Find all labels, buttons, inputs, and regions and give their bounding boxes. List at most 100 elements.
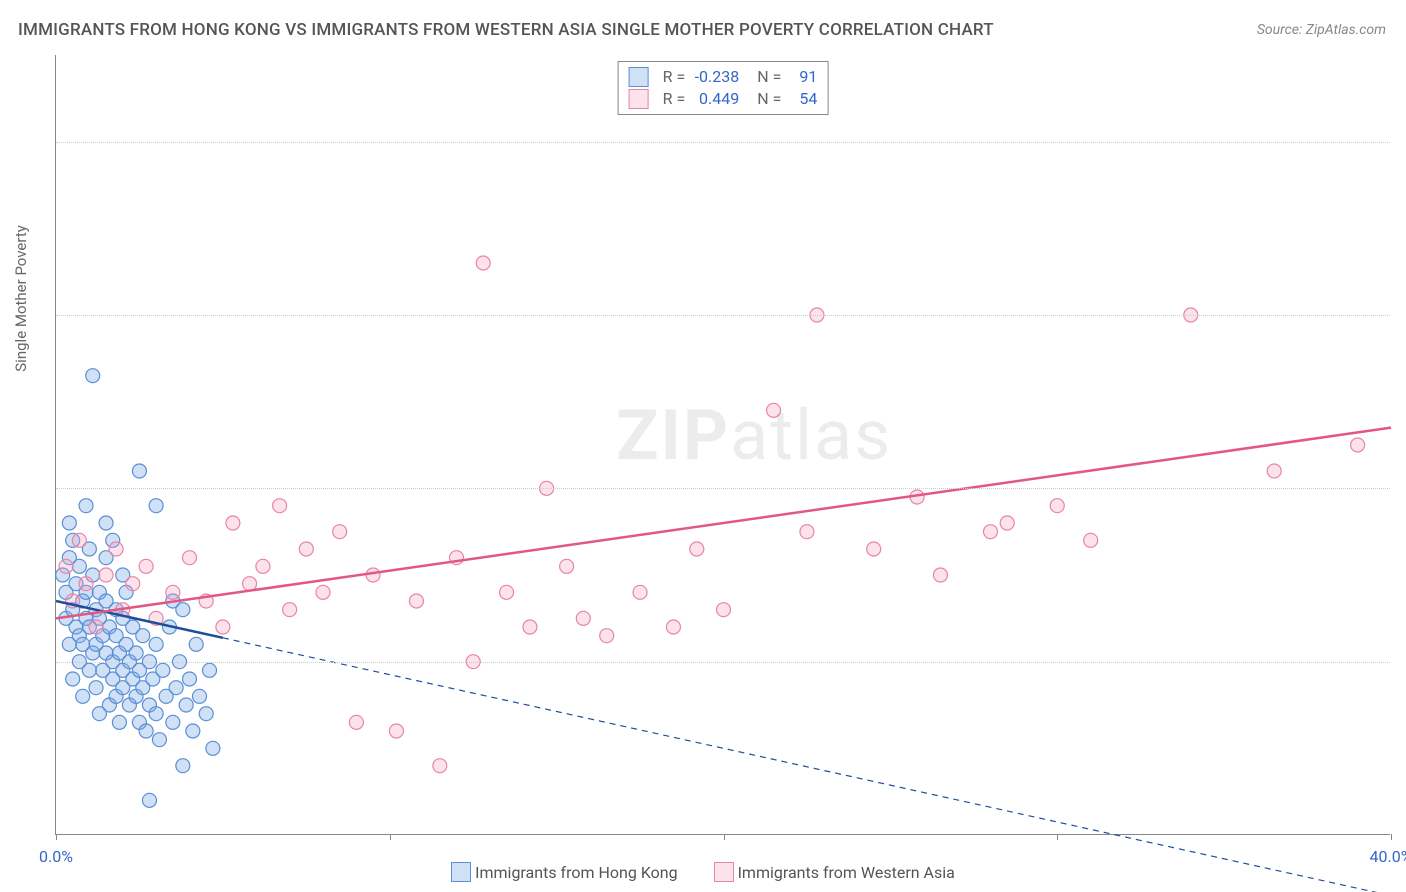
scatter-point <box>112 715 126 729</box>
scatter-point <box>176 603 190 617</box>
scatter-point <box>226 516 240 530</box>
legend-label: Immigrants from Western Asia <box>738 863 955 882</box>
scatter-point <box>600 629 614 643</box>
swatch-icon <box>629 67 649 87</box>
gridline-h <box>56 315 1390 316</box>
xtick <box>724 834 725 840</box>
n-value: 54 <box>787 88 817 110</box>
scatter-point <box>717 603 731 617</box>
scatter-point <box>72 533 86 547</box>
scatter-point <box>433 759 447 773</box>
scatter-point <box>243 577 257 591</box>
n-value: 91 <box>787 66 817 88</box>
legend-row-0: R = -0.238 N = 91 <box>629 66 818 88</box>
scatter-point <box>82 663 96 677</box>
scatter-point <box>186 724 200 738</box>
scatter-point <box>199 707 213 721</box>
scatter-point <box>283 603 297 617</box>
plot-svg <box>56 55 1391 835</box>
scatter-point <box>132 464 146 478</box>
ytick-label: 40.0% <box>1401 479 1406 498</box>
scatter-point <box>867 542 881 556</box>
swatch-icon <box>629 89 649 109</box>
gridline-h <box>56 662 1390 663</box>
gridline-h <box>56 142 1390 143</box>
series-legend: Immigrants from Hong Kong Immigrants fro… <box>0 862 1406 886</box>
scatter-point <box>156 663 170 677</box>
scatter-point <box>179 698 193 712</box>
scatter-point <box>176 759 190 773</box>
scatter-point <box>203 663 217 677</box>
scatter-point <box>62 516 76 530</box>
n-label: N = <box>757 66 781 88</box>
plot-area: R = -0.238 N = 91 R = 0.449 N = 54 ZIPat… <box>55 55 1390 835</box>
scatter-point <box>523 620 537 634</box>
r-value: -0.238 <box>691 66 739 88</box>
scatter-point <box>216 620 230 634</box>
scatter-point <box>129 646 143 660</box>
scatter-point <box>1050 499 1064 513</box>
scatter-point <box>633 585 647 599</box>
scatter-point <box>1351 438 1365 452</box>
scatter-point <box>139 724 153 738</box>
scatter-point <box>109 542 123 556</box>
scatter-point <box>149 637 163 651</box>
scatter-point <box>89 681 103 695</box>
scatter-point <box>189 637 203 651</box>
scatter-point <box>767 403 781 417</box>
chart-title: IMMIGRANTS FROM HONG KONG VS IMMIGRANTS … <box>18 20 994 40</box>
scatter-point <box>500 585 514 599</box>
scatter-point <box>666 620 680 634</box>
xtick <box>56 834 57 840</box>
scatter-point <box>166 715 180 729</box>
source-text: Source: ZipAtlas.com <box>1257 22 1386 38</box>
scatter-point <box>142 793 156 807</box>
scatter-point <box>152 733 166 747</box>
ytick-label: 20.0% <box>1401 652 1406 671</box>
scatter-point <box>99 516 113 530</box>
trend-line-solid <box>56 428 1391 619</box>
trend-line-dashed <box>223 638 1391 892</box>
scatter-point <box>984 525 998 539</box>
scatter-point <box>316 585 330 599</box>
y-axis-label: Single Mother Poverty <box>12 225 30 372</box>
ytick-label: 80.0% <box>1401 132 1406 151</box>
scatter-point <box>389 724 403 738</box>
scatter-point <box>560 559 574 573</box>
scatter-point <box>183 551 197 565</box>
scatter-point <box>166 585 180 599</box>
scatter-point <box>800 525 814 539</box>
scatter-point <box>1084 533 1098 547</box>
scatter-point <box>66 672 80 686</box>
xtick <box>1057 834 1058 840</box>
scatter-point <box>1000 516 1014 530</box>
scatter-point <box>169 681 183 695</box>
scatter-point <box>59 559 73 573</box>
swatch-icon <box>714 862 734 882</box>
scatter-point <box>183 672 197 686</box>
scatter-point <box>76 689 90 703</box>
scatter-point <box>79 577 93 591</box>
scatter-point <box>139 559 153 573</box>
legend-item-1: Immigrants from Western Asia <box>714 862 955 882</box>
r-label: R = <box>663 88 686 110</box>
scatter-point <box>126 577 140 591</box>
scatter-point <box>79 499 93 513</box>
ytick-label: 60.0% <box>1401 306 1406 325</box>
scatter-point <box>409 594 423 608</box>
scatter-point <box>933 568 947 582</box>
scatter-point <box>89 620 103 634</box>
legend-label: Immigrants from Hong Kong <box>475 863 677 882</box>
scatter-point <box>1267 464 1281 478</box>
scatter-point <box>149 707 163 721</box>
n-label: N = <box>757 88 781 110</box>
r-value: 0.449 <box>691 88 739 110</box>
scatter-point <box>476 256 490 270</box>
scatter-point <box>149 499 163 513</box>
swatch-icon <box>451 862 471 882</box>
legend-row-1: R = 0.449 N = 54 <box>629 88 818 110</box>
scatter-point <box>256 559 270 573</box>
scatter-point <box>193 689 207 703</box>
correlation-legend: R = -0.238 N = 91 R = 0.449 N = 54 <box>618 61 829 115</box>
scatter-point <box>349 715 363 729</box>
